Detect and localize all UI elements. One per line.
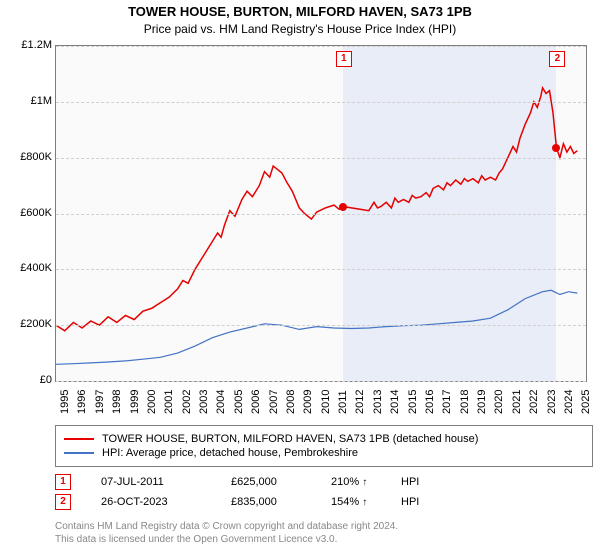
- legend-label-property: TOWER HOUSE, BURTON, MILFORD HAVEN, SA73…: [102, 433, 478, 445]
- series-line: [56, 88, 577, 331]
- legend-row-hpi: HPI: Average price, detached house, Pemb…: [64, 447, 584, 459]
- sales-row: 2 26-OCT-2023£835,000154% ↑HPI: [55, 494, 441, 510]
- sale-vs: HPI: [401, 476, 441, 488]
- x-axis-label: 2002: [181, 390, 193, 414]
- gridline: [56, 381, 586, 382]
- chart-title-line1: TOWER HOUSE, BURTON, MILFORD HAVEN, SA73…: [0, 4, 600, 19]
- x-axis-label: 2005: [233, 390, 245, 414]
- x-axis-label: 2013: [372, 390, 384, 414]
- x-axis-label: 2009: [302, 390, 314, 414]
- footnote-line1: Contains HM Land Registry data © Crown c…: [55, 521, 398, 532]
- x-axis-label: 2025: [580, 390, 592, 414]
- gridline: [56, 46, 586, 47]
- chart-container: TOWER HOUSE, BURTON, MILFORD HAVEN, SA73…: [0, 0, 600, 560]
- legend-swatch-property: [64, 438, 94, 440]
- x-axis-label: 2008: [285, 390, 297, 414]
- x-axis-label: 2010: [320, 390, 332, 414]
- gridline: [56, 325, 586, 326]
- x-axis-label: 2000: [146, 390, 158, 414]
- x-axis-label: 2007: [268, 390, 280, 414]
- gridline: [56, 158, 586, 159]
- x-axis-label: 2022: [528, 390, 540, 414]
- sale-price: £625,000: [231, 476, 331, 488]
- x-axis-label: 2024: [563, 390, 575, 414]
- y-axis-label: £400K: [7, 262, 52, 274]
- y-axis-label: £1.2M: [7, 39, 52, 51]
- gridline: [56, 214, 586, 215]
- y-axis-label: £800K: [7, 151, 52, 163]
- y-axis-label: £200K: [7, 318, 52, 330]
- x-axis-label: 2016: [424, 390, 436, 414]
- legend-swatch-hpi: [64, 452, 94, 454]
- sale-box: 2: [55, 494, 71, 510]
- sale-pct: 210% ↑: [331, 476, 401, 488]
- sale-box: 1: [55, 474, 71, 490]
- x-axis-label: 2021: [511, 390, 523, 414]
- x-axis-label: 2023: [546, 390, 558, 414]
- sale-vs: HPI: [401, 496, 441, 508]
- sales-row: 1 07-JUL-2011£625,000210% ↑HPI: [55, 474, 441, 490]
- x-axis-label: 2001: [163, 390, 175, 414]
- x-axis-label: 1999: [129, 390, 141, 414]
- series-line: [56, 290, 577, 364]
- sale-date: 26-OCT-2023: [101, 496, 231, 508]
- y-axis-label: £600K: [7, 207, 52, 219]
- legend-label-hpi: HPI: Average price, detached house, Pemb…: [102, 447, 358, 459]
- x-axis-label: 1996: [76, 390, 88, 414]
- x-axis-label: 2012: [354, 390, 366, 414]
- sale-price: £835,000: [231, 496, 331, 508]
- y-axis-label: £0: [7, 374, 52, 386]
- sale-dot: [339, 203, 347, 211]
- x-axis-label: 2019: [476, 390, 488, 414]
- gridline: [56, 102, 586, 103]
- x-axis-label: 2006: [250, 390, 262, 414]
- x-axis-label: 2015: [407, 390, 419, 414]
- sale-marker: 2: [549, 51, 565, 67]
- legend: TOWER HOUSE, BURTON, MILFORD HAVEN, SA73…: [55, 425, 593, 467]
- chart-title-line2: Price paid vs. HM Land Registry's House …: [0, 22, 600, 36]
- x-axis-label: 2020: [493, 390, 505, 414]
- x-axis-label: 2004: [215, 390, 227, 414]
- x-axis-label: 2017: [441, 390, 453, 414]
- y-axis-label: £1M: [7, 95, 52, 107]
- sale-date: 07-JUL-2011: [101, 476, 231, 488]
- sale-marker: 1: [336, 51, 352, 67]
- gridline: [56, 269, 586, 270]
- plot-area: 12: [55, 45, 587, 382]
- x-axis-label: 1998: [111, 390, 123, 414]
- footnote: Contains HM Land Registry data © Crown c…: [55, 520, 585, 546]
- x-axis-label: 2014: [389, 390, 401, 414]
- x-axis-label: 2003: [198, 390, 210, 414]
- footnote-line2: This data is licensed under the Open Gov…: [55, 534, 337, 545]
- x-axis-label: 2018: [459, 390, 471, 414]
- sale-dot: [552, 144, 560, 152]
- x-axis-label: 1995: [59, 390, 71, 414]
- legend-row-property: TOWER HOUSE, BURTON, MILFORD HAVEN, SA73…: [64, 433, 584, 445]
- sales-table: 1 07-JUL-2011£625,000210% ↑HPI 2 26-OCT-202…: [55, 470, 441, 514]
- sale-pct: 154% ↑: [331, 496, 401, 508]
- x-axis-label: 1997: [94, 390, 106, 414]
- x-axis-label: 2011: [337, 390, 349, 414]
